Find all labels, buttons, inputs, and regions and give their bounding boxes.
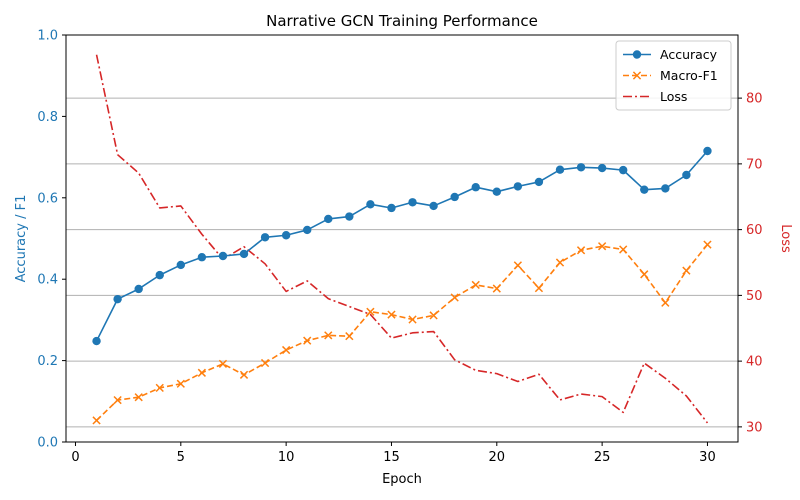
plot-frame: [65, 34, 739, 443]
accuracy-point: [303, 225, 312, 235]
f1-point: [282, 345, 291, 355]
legend-box: [615, 40, 732, 111]
y-right-tick-label: 80: [746, 92, 763, 107]
x-tick-label: 10: [278, 450, 295, 465]
accuracy-point: [239, 249, 249, 259]
accuracy-point: [492, 187, 501, 196]
accuracy-point: [429, 201, 438, 211]
legend: Accuracy Macro-F1 Loss: [615, 40, 732, 111]
f1-point: [218, 359, 228, 368]
y-left-tick-label: 0.6: [37, 191, 58, 206]
f1-point: [408, 315, 417, 324]
accuracy-point: [176, 260, 186, 270]
accuracy-point: [281, 231, 291, 240]
accuracy-point: [155, 270, 164, 280]
series-line-loss: [95, 54, 709, 424]
accuracy-point: [513, 182, 523, 191]
y-left-tick-label: 0.8: [37, 110, 58, 125]
f1-point: [682, 266, 691, 275]
f1-point: [640, 270, 649, 279]
accuracy-point: [450, 192, 459, 202]
legend-marker-accuracy: [632, 50, 642, 59]
series-line-f1: [95, 244, 709, 422]
x-tick-label: 30: [699, 450, 716, 465]
accuracy-point: [471, 183, 480, 192]
legend-label-accuracy: Accuracy: [660, 47, 718, 62]
f1-point: [513, 261, 522, 270]
plot-series: [92, 54, 712, 425]
accuracy-point: [260, 233, 270, 242]
y-axis-right: 30 40 50 60 70 80: [738, 92, 763, 435]
x-tick-label: 0: [71, 450, 79, 465]
x-tick-label: 5: [177, 450, 185, 465]
f1-point: [324, 331, 333, 340]
y-right-tick-label: 30: [746, 420, 763, 435]
legend-marker-f1: [632, 71, 642, 80]
f1-point: [387, 310, 396, 319]
f1-point: [303, 336, 312, 345]
chart-title: Narrative GCN Training Performance: [266, 12, 538, 30]
f1-point: [92, 416, 101, 425]
y-right-tick-label: 60: [746, 223, 763, 238]
f1-point: [597, 242, 607, 251]
f1-point: [345, 332, 354, 341]
legend-label-f1: Macro-F1: [660, 68, 718, 83]
y-left-tick-label: 0.0: [37, 436, 58, 451]
f1-point: [703, 240, 712, 249]
accuracy-point: [555, 165, 565, 174]
accuracy-point: [661, 184, 670, 193]
y-left-tick-label: 1.0: [37, 29, 58, 44]
accuracy-point: [408, 198, 417, 207]
accuracy-point: [618, 165, 628, 175]
x-tick-label: 20: [489, 450, 506, 465]
accuracy-point: [576, 163, 586, 172]
x-tick-label: 25: [594, 450, 611, 465]
accuracy-point: [703, 146, 712, 156]
f1-point: [366, 307, 375, 316]
accuracy-point: [387, 203, 396, 213]
f1-point: [197, 368, 207, 377]
f1-point: [661, 298, 670, 307]
x-axis-title: Epoch: [382, 472, 422, 487]
f1-point: [260, 358, 270, 368]
f1-point: [134, 393, 143, 402]
accuracy-point: [597, 163, 607, 173]
f1-point: [155, 383, 164, 392]
accuracy-point: [345, 212, 354, 221]
f1-point: [576, 246, 586, 255]
y-axis-left: 0.0 0.2 0.4 0.6 0.8 1.0: [37, 29, 66, 451]
accuracy-point: [534, 177, 544, 187]
accuracy-point: [366, 200, 375, 209]
f1-point: [450, 293, 459, 302]
y-right-tick-label: 50: [746, 289, 763, 304]
y-left-tick-label: 0.2: [37, 354, 58, 369]
accuracy-point: [134, 284, 143, 294]
x-axis: 0 5 10 15 20 25 30: [71, 442, 716, 465]
f1-point: [619, 245, 628, 254]
f1-point: [176, 379, 185, 388]
f1-point: [429, 311, 438, 320]
y-right-tick-label: 70: [746, 157, 763, 172]
y-left-tick-label: 0.4: [37, 273, 58, 288]
accuracy-point: [218, 251, 228, 261]
legend-label-loss: Loss: [660, 89, 687, 104]
f1-point: [471, 280, 480, 290]
f1-point: [492, 284, 501, 293]
x-tick-label: 15: [383, 450, 400, 465]
f1-point: [534, 284, 544, 293]
accuracy-point: [197, 253, 207, 262]
y-right-tick-label: 40: [746, 355, 763, 370]
accuracy-point: [92, 336, 101, 346]
accuracy-point: [682, 170, 691, 180]
accuracy-point: [324, 214, 333, 224]
accuracy-point: [113, 294, 122, 304]
y-axis-right-title: Loss: [778, 224, 793, 253]
y-axis-left-title: Accuracy / F1: [14, 195, 29, 283]
f1-point: [555, 258, 565, 267]
f1-point: [239, 370, 249, 379]
f1-point: [113, 395, 122, 405]
accuracy-point: [640, 185, 649, 194]
